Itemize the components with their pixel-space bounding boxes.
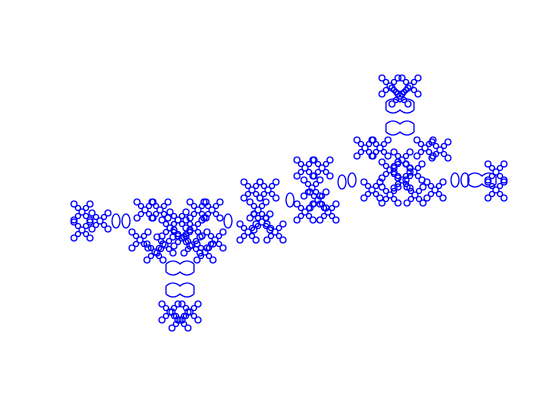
fractal-curve	[70, 74, 508, 332]
